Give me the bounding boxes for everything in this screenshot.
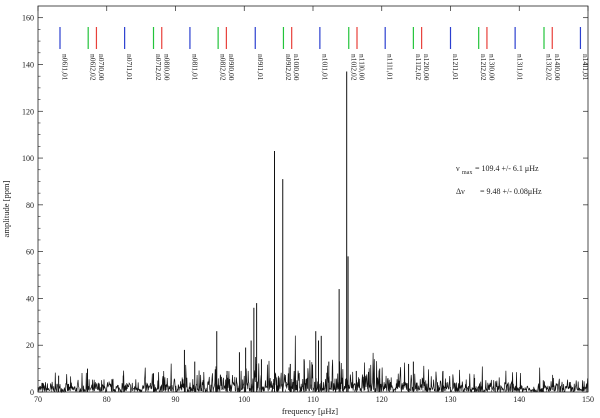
mode-label: n12l0,00 — [422, 54, 431, 81]
y-tick-label: 100 — [22, 154, 34, 163]
x-tick-label: 140 — [513, 395, 525, 404]
x-tick-label: 130 — [445, 395, 457, 404]
y-axis-title: amplitude [ppm] — [1, 180, 11, 237]
mode-label: n10l0,00 — [292, 54, 301, 81]
y-tick-label: 80 — [26, 201, 34, 210]
x-tick-label: 90 — [172, 395, 180, 404]
mode-label: n06l1,01 — [61, 54, 70, 81]
mode-label: n10l2,02 — [349, 54, 358, 81]
y-tick-label: 160 — [22, 14, 34, 23]
mode-label: n07l2,02 — [154, 54, 163, 81]
mode-label: n11l2,02 — [414, 54, 423, 80]
mode-marker-labels: n06l1,01 n06l2,02 n07l0,00 n07l1,01 n07l2,02… — [61, 54, 590, 81]
mode-label: n09l1,01 — [256, 54, 265, 81]
numax-annotation: ν max = 109.4 +/- 6.1 μHz — [456, 164, 539, 176]
y-tick-label: 20 — [26, 341, 34, 350]
x-tick-label: 150 — [582, 395, 594, 404]
mode-label: n12l1,01 — [451, 54, 460, 81]
y-tick-label: 120 — [22, 107, 34, 116]
x-tick-label: 100 — [238, 395, 250, 404]
dnu-value: = 9.48 +/- 0.08μHz — [480, 187, 542, 196]
mode-label: n14l0,00 — [553, 54, 562, 81]
x-axis-title: frequency [μHz] — [282, 406, 338, 416]
numax-value: = 109.4 +/- 6.1 μHz — [475, 164, 539, 173]
mode-label: n12l2,02 — [479, 54, 488, 81]
mode-label: n08l0,00 — [162, 54, 171, 81]
mode-label: n13l1,01 — [516, 54, 525, 81]
mode-label: n11l0,00 — [358, 54, 367, 80]
mode-label: n08l1,01 — [190, 54, 199, 81]
mode-label: n13l2,02 — [545, 54, 554, 81]
noise-floor-line — [37, 335, 589, 394]
y-tick-label: 0 — [30, 388, 34, 397]
numax-symbol: ν — [456, 164, 460, 173]
mode-label: n09l2,02 — [284, 54, 293, 81]
mode-marker-lines — [59, 27, 582, 49]
mode-label: n08l2,02 — [219, 54, 228, 81]
spectrum-series — [37, 71, 589, 394]
x-tick-label: 110 — [307, 395, 319, 404]
numax-subscript: max — [462, 170, 472, 176]
dnu-symbol: Δν — [456, 187, 465, 196]
x-tick-label: 70 — [34, 395, 42, 404]
x-tick-label: 80 — [103, 395, 111, 404]
plot-frame — [37, 5, 589, 393]
axes: 70 80 90 100 110 120 130 140 150 0 20 40 60 80 100 120 1… — [22, 5, 594, 404]
mode-label: n11l1,01 — [386, 54, 395, 80]
dnu-annotation: Δν = 9.48 +/- 0.08μHz — [456, 187, 542, 196]
x-tick-label: 120 — [376, 395, 388, 404]
mode-label: n10l1,01 — [320, 54, 329, 81]
mode-label: n09l0,00 — [227, 54, 236, 81]
y-tick-label: 140 — [22, 60, 34, 69]
mode-label: n07l1,01 — [125, 54, 134, 81]
mode-label: n14l1,01 — [581, 54, 590, 81]
y-tick-label: 60 — [26, 248, 34, 257]
mode-label: n13l0,00 — [487, 54, 496, 81]
mode-label: n07l0,00 — [97, 54, 106, 81]
y-tick-label: 40 — [26, 294, 34, 303]
mode-label: n06l2,02 — [89, 54, 98, 81]
